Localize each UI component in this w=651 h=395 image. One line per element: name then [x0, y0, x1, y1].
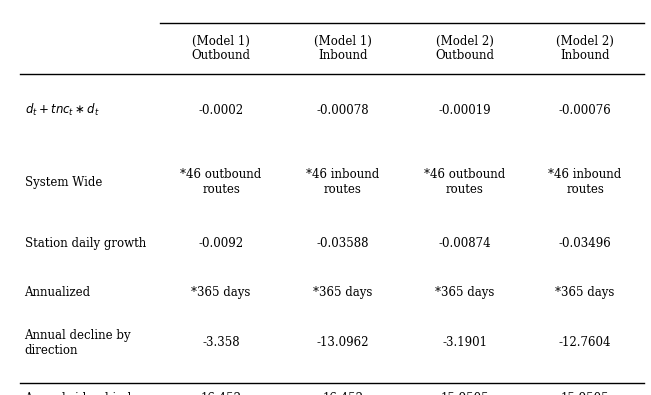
Text: -3.358: -3.358	[202, 336, 240, 349]
Text: System Wide: System Wide	[25, 175, 102, 188]
Text: Annualized: Annualized	[25, 286, 90, 299]
Text: -0.00874: -0.00874	[439, 237, 491, 250]
Text: -0.0002: -0.0002	[199, 104, 243, 117]
Text: -0.03588: -0.03588	[316, 237, 369, 250]
Text: 16.452: 16.452	[322, 392, 363, 395]
Text: 15.9505: 15.9505	[441, 392, 489, 395]
Text: 15.9505: 15.9505	[561, 392, 609, 395]
Text: *46 outbound
routes: *46 outbound routes	[180, 168, 262, 196]
Text: *365 days: *365 days	[555, 286, 615, 299]
Text: *365 days: *365 days	[435, 286, 495, 299]
Text: *46 inbound
routes: *46 inbound routes	[307, 168, 380, 196]
Text: *46 outbound
routes: *46 outbound routes	[424, 168, 505, 196]
Text: Annual ridership loss: Annual ridership loss	[25, 392, 151, 395]
Text: (Model 1)
Inbound: (Model 1) Inbound	[314, 34, 372, 62]
Text: *46 inbound
routes: *46 inbound routes	[549, 168, 622, 196]
Text: -0.00076: -0.00076	[559, 104, 611, 117]
Text: 16.452: 16.452	[201, 392, 242, 395]
Text: -12.7604: -12.7604	[559, 336, 611, 349]
Text: (Model 2)
Inbound: (Model 2) Inbound	[556, 34, 614, 62]
Text: *365 days: *365 days	[191, 286, 251, 299]
Text: (Model 1)
Outbound: (Model 1) Outbound	[191, 34, 251, 62]
Text: -0.03496: -0.03496	[559, 237, 611, 250]
Text: $d_t + tnc_t \ast d_t$: $d_t + tnc_t \ast d_t$	[25, 102, 100, 118]
Text: -0.0092: -0.0092	[199, 237, 243, 250]
Text: -0.00078: -0.00078	[316, 104, 369, 117]
Text: *365 days: *365 days	[313, 286, 372, 299]
Text: Station daily growth: Station daily growth	[25, 237, 146, 250]
Text: Annual decline by
direction: Annual decline by direction	[25, 329, 131, 357]
Text: -3.1901: -3.1901	[442, 336, 488, 349]
Text: -13.0962: -13.0962	[316, 336, 369, 349]
Text: -0.00019: -0.00019	[439, 104, 491, 117]
Text: (Model 2)
Outbound: (Model 2) Outbound	[436, 34, 494, 62]
